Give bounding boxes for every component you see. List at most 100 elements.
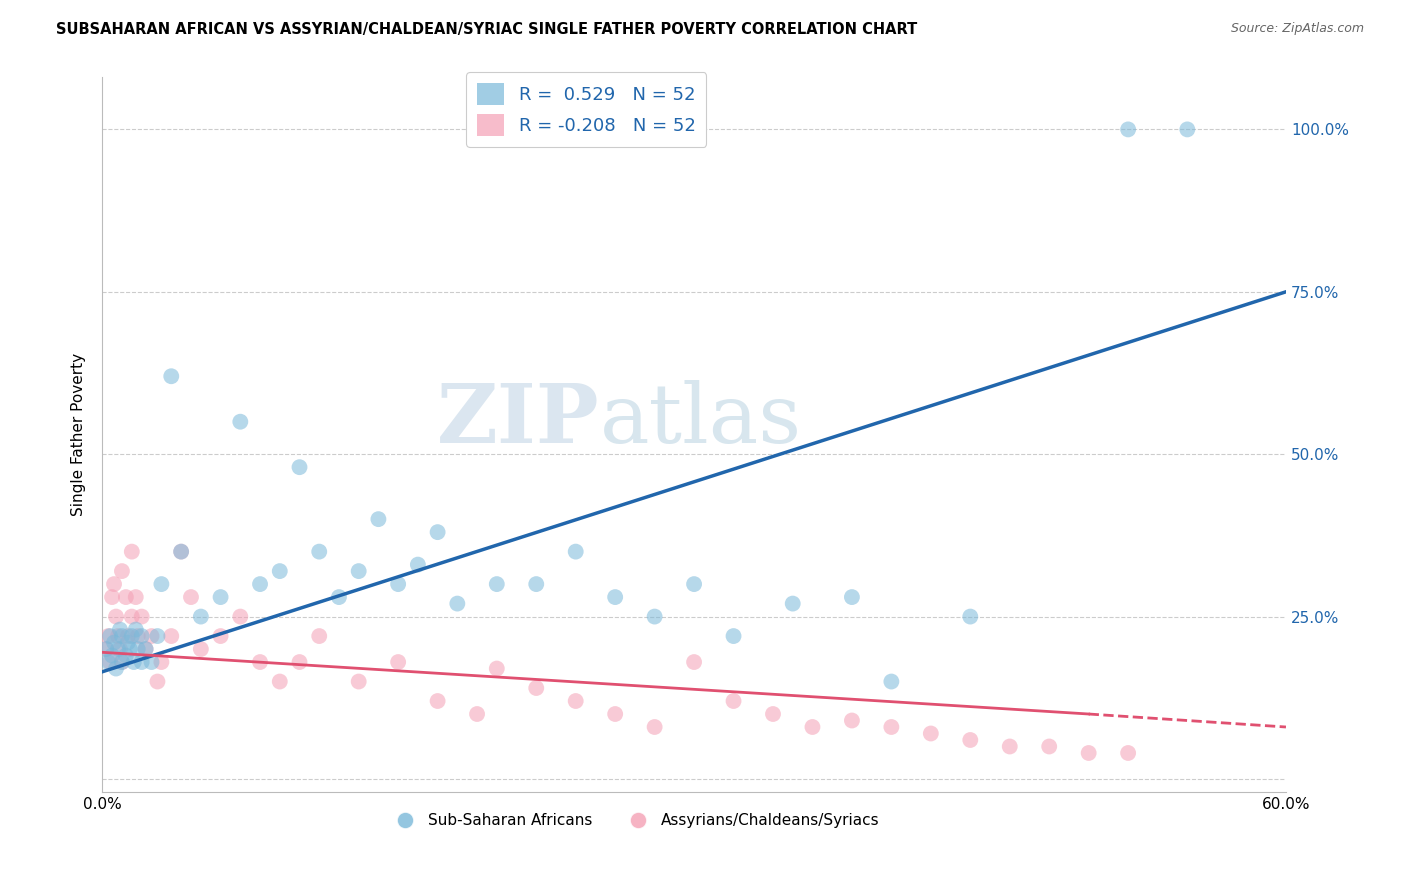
Point <box>920 726 942 740</box>
Point <box>141 655 163 669</box>
Point <box>108 623 131 637</box>
Point <box>160 629 183 643</box>
Point <box>111 655 134 669</box>
Point <box>96 642 118 657</box>
Point <box>122 655 145 669</box>
Point <box>880 720 903 734</box>
Point <box>683 577 706 591</box>
Point <box>101 590 124 604</box>
Point <box>101 648 124 663</box>
Point <box>180 590 202 604</box>
Point <box>683 655 706 669</box>
Point <box>308 544 330 558</box>
Point <box>841 590 863 604</box>
Point <box>98 629 121 643</box>
Point <box>269 674 291 689</box>
Text: atlas: atlas <box>599 380 801 460</box>
Point <box>723 694 745 708</box>
Legend: Sub-Saharan Africans, Assyrians/Chaldeans/Syriacs: Sub-Saharan Africans, Assyrians/Chaldean… <box>384 807 886 834</box>
Point <box>465 706 488 721</box>
Point <box>121 544 143 558</box>
Point <box>209 590 232 604</box>
Point <box>229 609 252 624</box>
Point <box>308 629 330 643</box>
Point <box>1077 746 1099 760</box>
Point <box>841 714 863 728</box>
Point <box>564 694 586 708</box>
Point <box>1116 746 1139 760</box>
Point <box>111 629 134 643</box>
Point <box>190 609 212 624</box>
Point <box>170 544 193 558</box>
Point <box>288 655 311 669</box>
Point <box>249 655 271 669</box>
Point <box>485 661 508 675</box>
Point <box>485 577 508 591</box>
Point <box>107 642 129 657</box>
Point <box>229 415 252 429</box>
Point <box>190 642 212 657</box>
Point <box>723 629 745 643</box>
Point <box>135 642 157 657</box>
Point <box>959 733 981 747</box>
Point <box>141 629 163 643</box>
Point <box>782 597 804 611</box>
Point <box>105 661 128 675</box>
Point <box>524 577 547 591</box>
Point <box>1038 739 1060 754</box>
Point <box>108 642 131 657</box>
Point <box>160 369 183 384</box>
Point <box>150 655 173 669</box>
Point <box>118 642 141 657</box>
Point <box>103 577 125 591</box>
Text: Source: ZipAtlas.com: Source: ZipAtlas.com <box>1230 22 1364 36</box>
Point <box>209 629 232 643</box>
Point <box>288 460 311 475</box>
Point <box>605 590 627 604</box>
Point <box>426 525 449 540</box>
Point <box>446 597 468 611</box>
Point <box>125 590 148 604</box>
Point <box>249 577 271 591</box>
Point <box>644 609 666 624</box>
Point <box>146 629 169 643</box>
Point <box>131 655 153 669</box>
Point <box>117 629 139 643</box>
Point <box>98 655 121 669</box>
Point <box>131 609 153 624</box>
Point <box>127 629 149 643</box>
Point <box>121 609 143 624</box>
Point <box>146 674 169 689</box>
Point <box>97 629 120 643</box>
Point <box>605 706 627 721</box>
Point <box>135 642 157 657</box>
Point <box>959 609 981 624</box>
Point <box>801 720 824 734</box>
Point <box>1175 122 1198 136</box>
Point <box>103 635 125 649</box>
Text: SUBSAHARAN AFRICAN VS ASSYRIAN/CHALDEAN/SYRIAC SINGLE FATHER POVERTY CORRELATION: SUBSAHARAN AFRICAN VS ASSYRIAN/CHALDEAN/… <box>56 22 918 37</box>
Point <box>150 577 173 591</box>
Point <box>105 609 128 624</box>
Point <box>131 629 153 643</box>
Point <box>121 629 143 643</box>
Point <box>524 681 547 695</box>
Point <box>998 739 1021 754</box>
Point <box>107 629 129 643</box>
Point <box>127 642 149 657</box>
Point <box>111 564 134 578</box>
Point <box>117 635 139 649</box>
Point <box>880 674 903 689</box>
Point <box>269 564 291 578</box>
Point <box>426 694 449 708</box>
Point <box>387 577 409 591</box>
Y-axis label: Single Father Poverty: Single Father Poverty <box>72 353 86 516</box>
Point <box>347 674 370 689</box>
Point <box>170 544 193 558</box>
Point <box>406 558 429 572</box>
Point <box>96 642 118 657</box>
Text: ZIP: ZIP <box>437 380 599 460</box>
Point <box>564 544 586 558</box>
Point <box>347 564 370 578</box>
Point <box>115 648 138 663</box>
